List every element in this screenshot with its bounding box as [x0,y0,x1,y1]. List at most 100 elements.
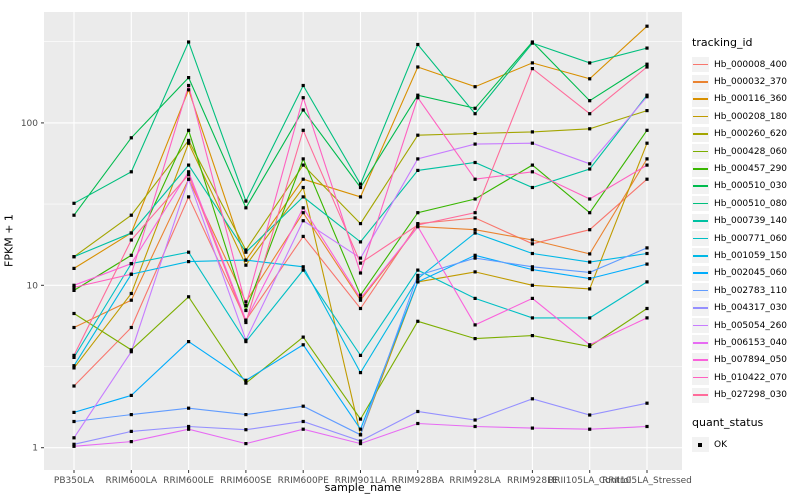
data-point [72,366,76,370]
data-point [530,185,534,190]
x-tick-label: RRIM600LE [163,476,214,486]
data-point [358,261,363,265]
data-point [588,260,592,264]
data-point [187,406,191,410]
y-tick-label: 100 [21,119,38,129]
data-point [645,280,649,284]
data-point [301,206,305,210]
data-point [187,138,191,142]
legend-line-swatch-icon [692,74,709,90]
data-point [72,384,76,388]
data-point [530,61,534,65]
x-tick-label: RRIM928LE [507,476,558,486]
legend-line-swatch-icon [692,300,709,316]
data-point [530,238,534,242]
data-point [588,77,592,81]
legend-line-swatch-icon [692,178,709,194]
legend-line-swatch-icon [692,109,709,125]
data-point [187,128,191,132]
data-point [358,195,363,199]
data-point [301,163,305,167]
data-point [645,177,649,181]
legend-line-swatch-icon [692,370,709,386]
data-point [530,130,534,134]
legend-line-swatch-icon [692,213,709,229]
data-point [244,442,248,446]
data-point [358,433,363,437]
data-point [416,93,420,97]
data-point [244,248,248,252]
data-point [645,109,649,113]
legend-item-label: Hb_002045_060 [714,268,788,279]
data-point [473,296,477,300]
data-point [530,296,534,300]
data-point [301,83,305,88]
data-point [588,197,592,201]
legend-line-swatch-icon [692,126,709,142]
data-point [645,401,649,405]
data-point [530,67,534,71]
data-point [588,427,592,431]
data-point [244,304,248,308]
data-point [187,177,191,181]
data-point [129,253,133,257]
data-point [416,225,420,229]
data-point [358,182,363,186]
legend-line-swatch-icon [692,57,709,73]
data-point [645,262,649,266]
data-point [72,419,76,424]
data-point [72,266,76,270]
legend-line-swatch-icon [692,352,709,368]
data-point [72,353,76,357]
x-axis-title: sample_name [324,481,402,494]
data-point [301,211,305,215]
legend-item-label: Hb_002783_110 [714,285,788,296]
data-point [358,306,363,311]
data-point [129,170,133,174]
data-point [473,231,477,235]
data-point [187,88,191,92]
legend-item-Hb_004317_030: Hb_004317_030 [692,299,798,316]
legend-item-label: OK [714,439,727,450]
data-point [645,46,649,50]
data-point [301,419,305,424]
data-point [301,343,305,347]
data-point [473,323,477,327]
data-point [588,413,592,417]
data-point [244,378,248,382]
legend-line-swatch-icon [692,196,709,212]
legend-item-label: Hb_027298_030 [714,390,788,401]
data-point [301,265,305,269]
data-point [645,246,649,250]
data-point [129,291,133,296]
legend-item-label: Hb_000260_620 [714,129,788,140]
data-point [473,177,477,181]
data-point [416,42,420,47]
data-point [301,234,305,238]
data-point [301,427,305,431]
data-point [588,287,592,291]
data-point [129,325,133,330]
data-point [645,95,649,99]
legend-item-label: Hb_000208_180 [714,111,788,122]
data-point [473,197,477,201]
legend-item-Hb_010422_070: Hb_010422_070 [692,369,798,386]
data-point [588,252,592,256]
legend-line-swatch-icon [692,91,709,107]
data-point [72,288,76,292]
data-point [358,353,363,357]
legend-item-label: Hb_001059_150 [714,250,788,261]
data-point [416,133,420,137]
plot-panel [44,12,682,470]
legend-line-swatch-icon [692,265,709,281]
data-point [129,272,133,276]
data-point [588,270,592,274]
data-point [358,271,363,275]
data-point [358,371,363,375]
black-square-marker-icon [692,437,709,452]
data-point [588,211,592,215]
legend-item-label: Hb_000008_400 [714,59,788,70]
data-point [473,228,477,232]
data-point [416,65,420,69]
legend-item-Hb_000208_180: Hb_000208_180 [692,108,798,125]
